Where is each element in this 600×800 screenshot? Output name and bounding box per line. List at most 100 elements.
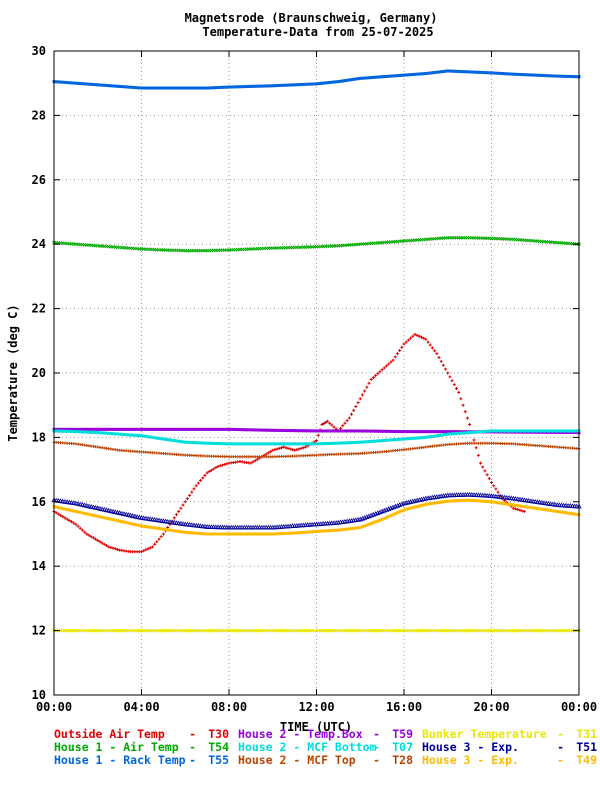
data-point-fill: [201, 86, 205, 90]
data-point-fill: [455, 499, 458, 503]
data-point-fill: [236, 85, 240, 89]
data-point-fill: [179, 530, 183, 534]
data-point: [161, 527, 165, 531]
data-point-fill: [282, 532, 286, 536]
data-point-fill: [455, 69, 458, 73]
data-point-fill: [371, 376, 375, 380]
data-point-fill: [194, 441, 198, 445]
data-point-fill: [531, 506, 535, 510]
data-point-fill: [192, 487, 196, 491]
data-point-fill: [411, 436, 415, 440]
data-point-fill: [531, 73, 535, 77]
data-point-fill: [98, 83, 102, 87]
data-point-fill: [78, 82, 82, 86]
data-point-fill: [310, 429, 314, 433]
data-point-fill: [385, 516, 388, 520]
data-point-fill: [144, 427, 148, 431]
data-point-fill: [155, 540, 159, 544]
data-point-fill: [306, 442, 310, 446]
data-point-fill: [122, 85, 126, 89]
data-point-fill: [356, 429, 360, 433]
data-point-fill: [61, 80, 65, 84]
data-point-fill: [148, 546, 152, 550]
data-point-fill: [498, 429, 502, 433]
legend-series-name: House 1 - Rack Temp: [54, 753, 186, 767]
data-point-fill: [483, 499, 487, 503]
data-point: [490, 500, 493, 504]
data-point-fill: [102, 516, 106, 520]
data-point-fill: [459, 70, 463, 74]
legend-separator: -: [557, 753, 564, 767]
data-point-fill: [433, 434, 437, 438]
data-point-fill: [356, 401, 360, 405]
data-point-fill: [341, 79, 345, 83]
data-point-fill: [288, 531, 292, 535]
data-point-fill: [371, 75, 375, 79]
data-point-fill: [406, 437, 410, 441]
data-point-fill: [527, 505, 531, 509]
data-point-fill: [146, 86, 150, 90]
data-point-fill: [365, 76, 369, 80]
data-point-fill: [185, 440, 189, 444]
data-point-fill: [255, 457, 259, 461]
data-point-fill: [91, 430, 95, 434]
data-point-fill: [509, 503, 513, 507]
data-point-fill: [400, 509, 404, 513]
data-point-fill: [87, 533, 91, 537]
data-point-fill: [557, 510, 561, 514]
data-point-fill: [387, 429, 391, 433]
data-point-fill: [376, 75, 380, 79]
data-point-fill: [411, 430, 415, 434]
data-point-fill: [505, 429, 509, 433]
data-point-fill: [146, 547, 150, 551]
data-point-fill: [109, 84, 113, 88]
data-point-fill: [341, 441, 345, 445]
data-point-fill: [260, 428, 264, 432]
data-point: [227, 532, 231, 536]
data-point-fill: [161, 427, 165, 431]
data-point-fill: [341, 429, 345, 433]
data-point-fill: [317, 82, 321, 86]
data-point: [315, 82, 318, 86]
data-point-fill: [369, 429, 373, 433]
data-point: [293, 448, 297, 452]
x-axis-label: TIME (UTC): [280, 720, 352, 734]
data-point-fill: [363, 440, 367, 444]
data-point-fill: [444, 367, 448, 371]
data-point-fill: [78, 430, 82, 434]
data-point-fill: [444, 430, 448, 434]
data-point-fill: [172, 529, 176, 533]
data-point: [511, 429, 515, 433]
data-point-fill: [319, 81, 323, 85]
data-point-fill: [428, 502, 432, 506]
data-point-fill: [137, 86, 141, 90]
data-point-fill: [483, 429, 487, 433]
data-point-fill: [155, 86, 159, 90]
x-tick-label: 04:00: [123, 700, 159, 714]
data-point-fill: [164, 427, 168, 431]
data-point-fill: [153, 86, 157, 90]
data-point-fill: [109, 546, 113, 550]
data-point-fill: [369, 522, 373, 526]
data-point-fill: [98, 431, 102, 435]
data-point: [249, 84, 253, 88]
data-point: [380, 439, 384, 443]
data-point-fill: [258, 428, 262, 432]
data-point-fill: [433, 349, 437, 353]
data-point-fill: [286, 442, 290, 446]
data-point-fill: [549, 74, 553, 78]
data-point-fill: [382, 75, 386, 79]
data-point-fill: [487, 429, 491, 433]
data-point-fill: [566, 430, 570, 434]
data-point: [118, 84, 122, 88]
data-point-fill: [133, 433, 137, 437]
series-T55: [52, 69, 581, 90]
data-point-fill: [395, 352, 399, 356]
data-point: [96, 427, 100, 431]
data-point-fill: [479, 430, 483, 434]
data-point-fill: [89, 535, 93, 539]
data-point-fill: [157, 427, 161, 431]
data-point-fill: [262, 428, 266, 432]
data-point-fill: [393, 438, 397, 442]
data-point-fill: [297, 447, 301, 451]
